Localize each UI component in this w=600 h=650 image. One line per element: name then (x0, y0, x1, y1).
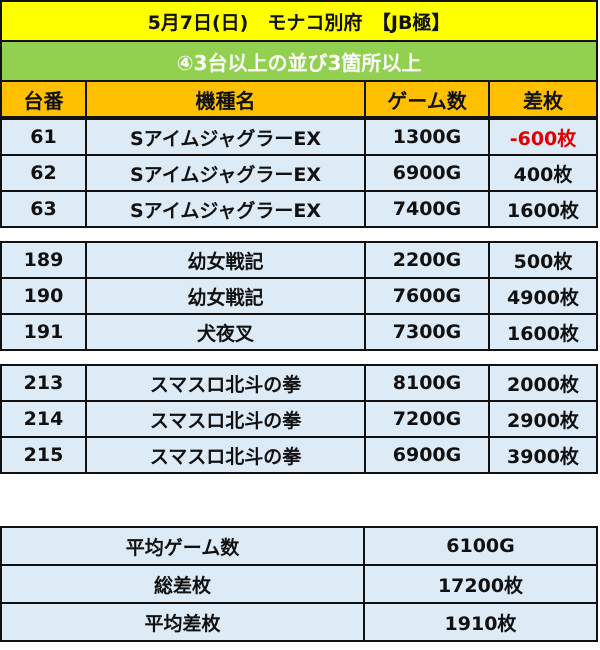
cell-model: SアイムジャグラーEX (85, 190, 366, 228)
summary-table: 平均ゲーム数 6100G 総差枚 17200枚 平均差枚 1910枚 (0, 526, 598, 642)
data-group-1: 61 SアイムジャグラーEX 1300G -600枚 62 SアイムジャグラーEX 6900… (0, 118, 598, 228)
cell-diff: 2000枚 (488, 364, 598, 402)
cell-games: 1300G (364, 118, 490, 156)
summary-value: 6100G (363, 526, 598, 566)
summary-label: 総差枚 (0, 564, 365, 604)
summary-value: 17200枚 (363, 564, 598, 604)
table-row: 215 スマスロ北斗の拳 6900G 3900枚 (0, 436, 598, 474)
summary-label: 平均ゲーム数 (0, 526, 365, 566)
cell-games: 6900G (364, 436, 490, 474)
cell-machine-no: 62 (0, 154, 87, 192)
header-row: 台番 機種名 ゲーム数 差枚 (0, 80, 598, 118)
cell-machine-no: 214 (0, 400, 87, 438)
page-title: 5月7日(日) モナコ別府 【JB極】 (0, 0, 598, 42)
cell-games: 7600G (364, 277, 490, 315)
table-row: 61 SアイムジャグラーEX 1300G -600枚 (0, 118, 598, 156)
summary-value: 1910枚 (363, 602, 598, 642)
cell-model: 幼女戦記 (85, 241, 366, 279)
table-row: 189 幼女戦記 2200G 500枚 (0, 241, 598, 279)
header-diff: 差枚 (488, 80, 598, 118)
summary-row: 平均差枚 1910枚 (0, 602, 598, 642)
cell-games: 8100G (364, 364, 490, 402)
cell-games: 2200G (364, 241, 490, 279)
cell-games: 7400G (364, 190, 490, 228)
cell-machine-no: 213 (0, 364, 87, 402)
summary-row: 総差枚 17200枚 (0, 564, 598, 604)
cell-machine-no: 191 (0, 313, 87, 351)
cell-machine-no: 189 (0, 241, 87, 279)
cell-diff: 1600枚 (488, 313, 598, 351)
header-machine-no: 台番 (0, 80, 87, 118)
header-table: 台番 機種名 ゲーム数 差枚 (0, 80, 598, 118)
cell-model: SアイムジャグラーEX (85, 154, 366, 192)
header-model: 機種名 (85, 80, 366, 118)
cell-machine-no: 63 (0, 190, 87, 228)
table-row: 214 スマスロ北斗の拳 7200G 2900枚 (0, 400, 598, 438)
cell-model: スマスロ北斗の拳 (85, 364, 366, 402)
cell-diff: 500枚 (488, 241, 598, 279)
cell-model: 幼女戦記 (85, 277, 366, 315)
cell-model: スマスロ北斗の拳 (85, 436, 366, 474)
cell-machine-no: 215 (0, 436, 87, 474)
cell-games: 7300G (364, 313, 490, 351)
data-group-2: 189 幼女戦記 2200G 500枚 190 幼女戦記 7600G 4900枚 191 犬夜叉 7… (0, 241, 598, 351)
cell-games: 7200G (364, 400, 490, 438)
cell-diff: 4900枚 (488, 277, 598, 315)
cell-diff: 2900枚 (488, 400, 598, 438)
cell-diff: 400枚 (488, 154, 598, 192)
table-row: 191 犬夜叉 7300G 1600枚 (0, 313, 598, 351)
cell-diff: 3900枚 (488, 436, 598, 474)
table-row: 63 SアイムジャグラーEX 7400G 1600枚 (0, 190, 598, 228)
table-row: 190 幼女戦記 7600G 4900枚 (0, 277, 598, 315)
summary-label: 平均差枚 (0, 602, 365, 642)
subtitle: ④3台以上の並び3箇所以上 (0, 40, 598, 82)
cell-diff: 1600枚 (488, 190, 598, 228)
summary-row: 平均ゲーム数 6100G (0, 526, 598, 566)
data-group-3: 213 スマスロ北斗の拳 8100G 2000枚 214 スマスロ北斗の拳 7200G 290… (0, 364, 598, 474)
cell-model: スマスロ北斗の拳 (85, 400, 366, 438)
cell-model: SアイムジャグラーEX (85, 118, 366, 156)
cell-machine-no: 190 (0, 277, 87, 315)
cell-diff: -600枚 (488, 118, 598, 156)
table-row: 62 SアイムジャグラーEX 6900G 400枚 (0, 154, 598, 192)
cell-games: 6900G (364, 154, 490, 192)
cell-model: 犬夜叉 (85, 313, 366, 351)
cell-machine-no: 61 (0, 118, 87, 156)
table-row: 213 スマスロ北斗の拳 8100G 2000枚 (0, 364, 598, 402)
header-games: ゲーム数 (364, 80, 490, 118)
